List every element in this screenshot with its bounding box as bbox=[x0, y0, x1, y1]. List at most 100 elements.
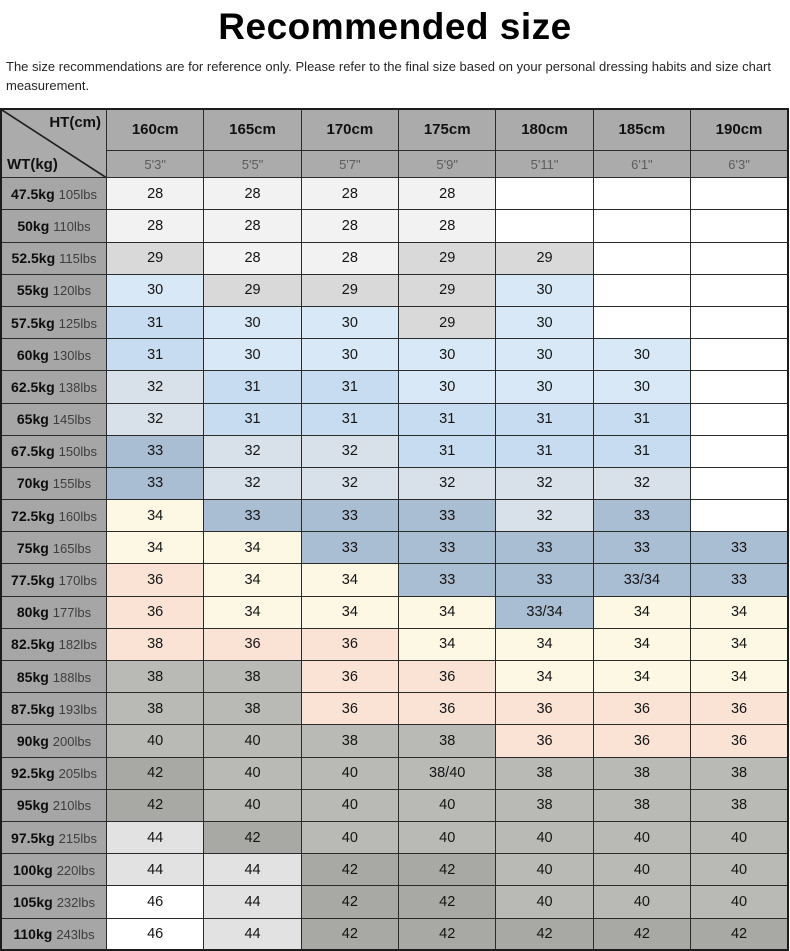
size-cell: 36 bbox=[398, 692, 497, 726]
weight-lbs-label: 160lbs bbox=[58, 508, 97, 524]
size-cell: 31 bbox=[203, 370, 302, 404]
size-cell: 30 bbox=[495, 305, 594, 340]
weight-lbs-label: 215lbs bbox=[58, 830, 97, 846]
weight-row-header: 105kg 232lbs bbox=[0, 885, 107, 919]
weight-lbs-label: 165lbs bbox=[52, 540, 92, 556]
weight-row: 80kg 177lbs 36 34 34 34 33/34 34 34 bbox=[0, 595, 789, 629]
size-cell: 34 bbox=[398, 595, 497, 629]
weight-row-header: 62.5kg 138lbs bbox=[0, 370, 107, 404]
weight-row: 95kg 210lbs 42 40 40 40 38 38 38 bbox=[0, 788, 789, 822]
size-cell: 42 bbox=[203, 820, 302, 855]
size-cell: 34 bbox=[690, 627, 789, 662]
size-cell: 34 bbox=[203, 595, 302, 629]
weight-row: 110kg 243lbs 46 44 42 42 42 42 42 bbox=[0, 917, 789, 951]
weight-lbs-label: 193lbs bbox=[58, 701, 97, 717]
size-cell: 30 bbox=[203, 305, 302, 340]
size-cell: 44 bbox=[105, 820, 205, 855]
size-cell: 29 bbox=[495, 241, 594, 275]
size-cell: 34 bbox=[105, 531, 205, 565]
size-cell: 40 bbox=[203, 724, 302, 758]
weight-row: 100kg 220lbs 44 44 42 42 40 40 40 bbox=[0, 853, 789, 887]
weight-row-header: 57.5kg 125lbs bbox=[0, 305, 107, 340]
weight-kg-label: 75kg bbox=[16, 539, 49, 556]
weight-kg-label: 95kg bbox=[16, 797, 49, 814]
size-cell: 28 bbox=[203, 209, 302, 243]
height-cm-header: 190cm bbox=[690, 108, 789, 152]
size-cell: 40 bbox=[300, 788, 400, 822]
size-cell: 40 bbox=[203, 788, 302, 822]
weight-lbs-label: 125lbs bbox=[58, 315, 97, 331]
size-cell: 29 bbox=[203, 273, 302, 307]
size-cell: 38 bbox=[105, 659, 205, 694]
size-cell: 30 bbox=[300, 338, 400, 372]
size-cell: 40 bbox=[495, 820, 594, 855]
size-cell: 31 bbox=[105, 305, 205, 340]
size-cell: 32 bbox=[203, 466, 302, 501]
weight-row-header: 110kg 243lbs bbox=[0, 917, 107, 951]
size-cell: 36 bbox=[203, 627, 302, 662]
weight-lbs-label: 243lbs bbox=[56, 926, 95, 942]
weight-lbs-label: 115lbs bbox=[59, 251, 97, 267]
weight-row-header: 85kg 188lbs bbox=[0, 659, 107, 694]
weight-row-header: 72.5kg 160lbs bbox=[0, 499, 107, 533]
size-cell bbox=[690, 209, 789, 243]
size-cell: 33 bbox=[690, 563, 789, 597]
size-cell bbox=[690, 338, 789, 372]
size-cell: 34 bbox=[495, 627, 594, 662]
size-cell: 30 bbox=[592, 370, 692, 404]
size-cell: 34 bbox=[300, 595, 400, 629]
size-cell bbox=[690, 177, 789, 211]
size-cell: 30 bbox=[105, 273, 205, 307]
weight-row-header: 75kg 165lbs bbox=[0, 531, 107, 565]
weight-lbs-label: 130lbs bbox=[52, 347, 92, 363]
weight-kg-label: 60kg bbox=[16, 346, 49, 363]
weight-kg-label: 70kg bbox=[16, 475, 49, 492]
size-cell: 40 bbox=[592, 885, 692, 919]
size-cell: 40 bbox=[592, 820, 692, 855]
size-cell: 44 bbox=[105, 853, 205, 887]
size-cell bbox=[592, 209, 692, 243]
weight-row: 90kg 200lbs 40 40 38 38 36 36 36 bbox=[0, 724, 789, 758]
size-cell bbox=[690, 402, 789, 436]
height-cm-header: 165cm bbox=[203, 108, 302, 152]
weight-lbs-label: 188lbs bbox=[52, 669, 92, 685]
size-cell: 32 bbox=[203, 434, 302, 468]
size-cell: 38 bbox=[300, 724, 400, 758]
size-cell: 33 bbox=[495, 563, 594, 597]
weight-kg-label: 82.5kg bbox=[11, 636, 55, 653]
weight-kg-label: 97.5kg bbox=[11, 829, 55, 846]
size-cell: 38 bbox=[105, 692, 205, 726]
size-cell: 38 bbox=[203, 692, 302, 726]
size-cell: 31 bbox=[592, 434, 692, 468]
size-cell: 31 bbox=[398, 402, 497, 436]
size-cell: 40 bbox=[105, 724, 205, 758]
weight-row-header: 52.5kg 115lbs bbox=[0, 241, 107, 275]
weight-kg-label: 55kg bbox=[16, 282, 49, 299]
size-cell: 40 bbox=[495, 853, 594, 887]
weight-kg-label: 80kg bbox=[16, 604, 49, 621]
size-cell: 36 bbox=[300, 659, 400, 694]
size-cell bbox=[690, 305, 789, 340]
size-cell: 34 bbox=[105, 499, 205, 533]
size-cell bbox=[690, 499, 789, 533]
height-ft-header: 5'5" bbox=[203, 150, 302, 179]
weight-kg-label: 77.5kg bbox=[11, 572, 55, 589]
size-cell: 36 bbox=[495, 724, 594, 758]
weight-row: 87.5kg 193lbs 38 38 36 36 36 36 36 bbox=[0, 692, 789, 726]
weight-kg-label: 65kg bbox=[16, 411, 49, 428]
size-cell: 34 bbox=[592, 595, 692, 629]
size-cell: 31 bbox=[592, 402, 692, 436]
size-cell: 34 bbox=[300, 563, 400, 597]
size-cell: 28 bbox=[105, 209, 205, 243]
size-cell bbox=[592, 305, 692, 340]
weight-row-header: 95kg 210lbs bbox=[0, 788, 107, 822]
weight-kg-label: 100kg bbox=[12, 861, 53, 878]
size-cell: 33 bbox=[690, 531, 789, 565]
weight-kg-label: 92.5kg bbox=[11, 765, 55, 782]
size-cell: 33 bbox=[203, 499, 302, 533]
size-cell: 42 bbox=[495, 917, 594, 951]
weight-kg-label: 90kg bbox=[16, 732, 49, 749]
weight-row-header: 87.5kg 193lbs bbox=[0, 692, 107, 726]
size-cell: 32 bbox=[592, 466, 692, 501]
size-cell: 32 bbox=[495, 499, 594, 533]
